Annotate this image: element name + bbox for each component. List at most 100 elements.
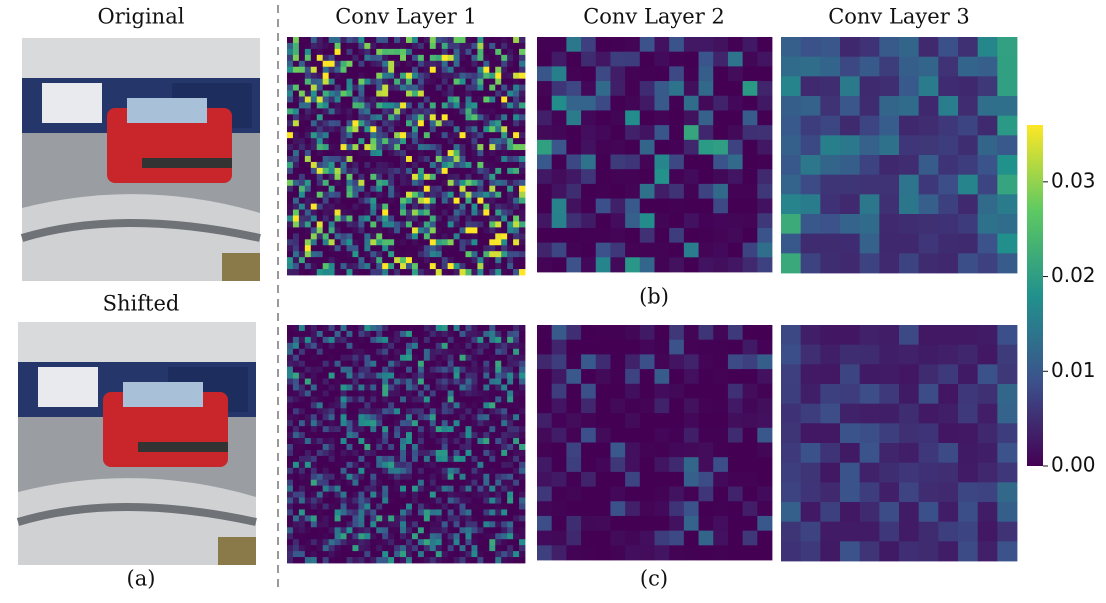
- heatmap-cell: [341, 97, 347, 103]
- heatmap-cell: [293, 343, 299, 349]
- heatmap-cell: [412, 474, 418, 480]
- heatmap-cell: [317, 355, 323, 361]
- heatmap-cell: [347, 239, 353, 245]
- heatmap-cell: [519, 210, 525, 216]
- heatmap-cell: [376, 138, 382, 144]
- heatmap-cell: [489, 210, 495, 216]
- heatmap-cell: [513, 120, 519, 126]
- heatmap-cell: [341, 61, 347, 67]
- heatmap-cell: [477, 150, 483, 156]
- heatmap-cell: [293, 492, 299, 498]
- heatmap-cell: [287, 349, 293, 355]
- heatmap-cell: [358, 79, 364, 85]
- heatmap-cell: [299, 227, 305, 233]
- heatmap-cell: [358, 257, 364, 263]
- heatmap-cell: [305, 67, 311, 73]
- heatmap-cell: [513, 450, 519, 456]
- heatmap-cell: [406, 263, 412, 269]
- heatmap-cell: [418, 114, 424, 120]
- heatmap-cell: [335, 420, 341, 426]
- heatmap-cell: [460, 450, 466, 456]
- heatmap-cell: [341, 108, 347, 114]
- heatmap-cell: [596, 325, 611, 340]
- heatmap-cell: [311, 343, 317, 349]
- heatmap-cell: [513, 331, 519, 337]
- heatmap-cell: [305, 198, 311, 204]
- heatmap-cell: [388, 361, 394, 367]
- heatmap-cell: [489, 355, 495, 361]
- heatmap-cell: [483, 132, 489, 138]
- heatmap-cell: [669, 487, 684, 502]
- heatmap-cell: [610, 501, 625, 516]
- heatmap-cell: [483, 331, 489, 337]
- heatmap-cell: [412, 379, 418, 385]
- heatmap-cell: [899, 135, 919, 155]
- heatmap-cell: [460, 186, 466, 192]
- heatmap-cell: [501, 55, 507, 61]
- heatmap-cell: [299, 216, 305, 222]
- heatmap-cell: [305, 402, 311, 408]
- heatmap-cell: [519, 37, 525, 43]
- heatmap-cell: [610, 140, 625, 155]
- heatmap-cell: [311, 67, 317, 73]
- heatmap-cell: [483, 102, 489, 108]
- heatmap-cell: [436, 210, 442, 216]
- heatmap-cell: [364, 444, 370, 450]
- heatmap-cell: [412, 239, 418, 245]
- heatmap-cell: [299, 97, 305, 103]
- heatmap-cell: [329, 216, 335, 222]
- heatmap-cell: [406, 49, 412, 55]
- heatmap-cell: [388, 91, 394, 97]
- heatmap-cell: [655, 257, 670, 272]
- heatmap-cell: [382, 539, 388, 545]
- heatmap-cell: [311, 509, 317, 515]
- heatmap-cell: [287, 390, 293, 396]
- heatmap-cell: [625, 398, 640, 413]
- heatmap-cell: [388, 367, 394, 373]
- heatmap-cell: [394, 361, 400, 367]
- heatmap-cell: [495, 233, 501, 239]
- heatmap-cell: [757, 213, 772, 228]
- heatmap-cell: [596, 257, 611, 272]
- heatmap-cell: [317, 480, 323, 486]
- heatmap-cell: [781, 57, 801, 77]
- heatmap-cell: [329, 97, 335, 103]
- heatmap-cell: [471, 144, 477, 150]
- heatmap-cell: [430, 390, 436, 396]
- heatmap-cell: [430, 504, 436, 510]
- heatmap-cell: [364, 85, 370, 91]
- heatmap-cell: [394, 444, 400, 450]
- heatmap-cell: [454, 486, 460, 492]
- heatmap-cell: [519, 43, 525, 49]
- heatmap-cell: [655, 472, 670, 487]
- heatmap-cell: [347, 420, 353, 426]
- heatmap-cell: [454, 379, 460, 385]
- heatmap-cell: [728, 428, 743, 443]
- heatmap-cell: [640, 169, 655, 184]
- heatmap-cell: [347, 367, 353, 373]
- heatmap-cell: [335, 180, 341, 186]
- heatmap-cell: [552, 110, 567, 125]
- heatmap-cell: [610, 213, 625, 228]
- heatmap-cell: [978, 423, 998, 443]
- heatmap-cell: [329, 162, 335, 168]
- heatmap-cell: [299, 337, 305, 343]
- heatmap-cell: [412, 49, 418, 55]
- heatmap-cell: [566, 257, 581, 272]
- heatmap-cell: [311, 462, 317, 468]
- heatmap-cell: [466, 539, 472, 545]
- heatmap-cell: [471, 168, 477, 174]
- heatmap-cell: [358, 480, 364, 486]
- heatmap-cell: [370, 408, 376, 414]
- heatmap-cell: [442, 233, 448, 239]
- heatmap-cell: [418, 367, 424, 373]
- heatmap-cell: [406, 456, 412, 462]
- heatmap-cell: [376, 204, 382, 210]
- heatmap-cell: [978, 463, 998, 483]
- heatmap-cell: [418, 55, 424, 61]
- heatmap-cell: [329, 85, 335, 91]
- heatmap-cell: [448, 408, 454, 414]
- heatmap-cell: [364, 61, 370, 67]
- heatmap-cell: [323, 162, 329, 168]
- heatmap-cell: [335, 144, 341, 150]
